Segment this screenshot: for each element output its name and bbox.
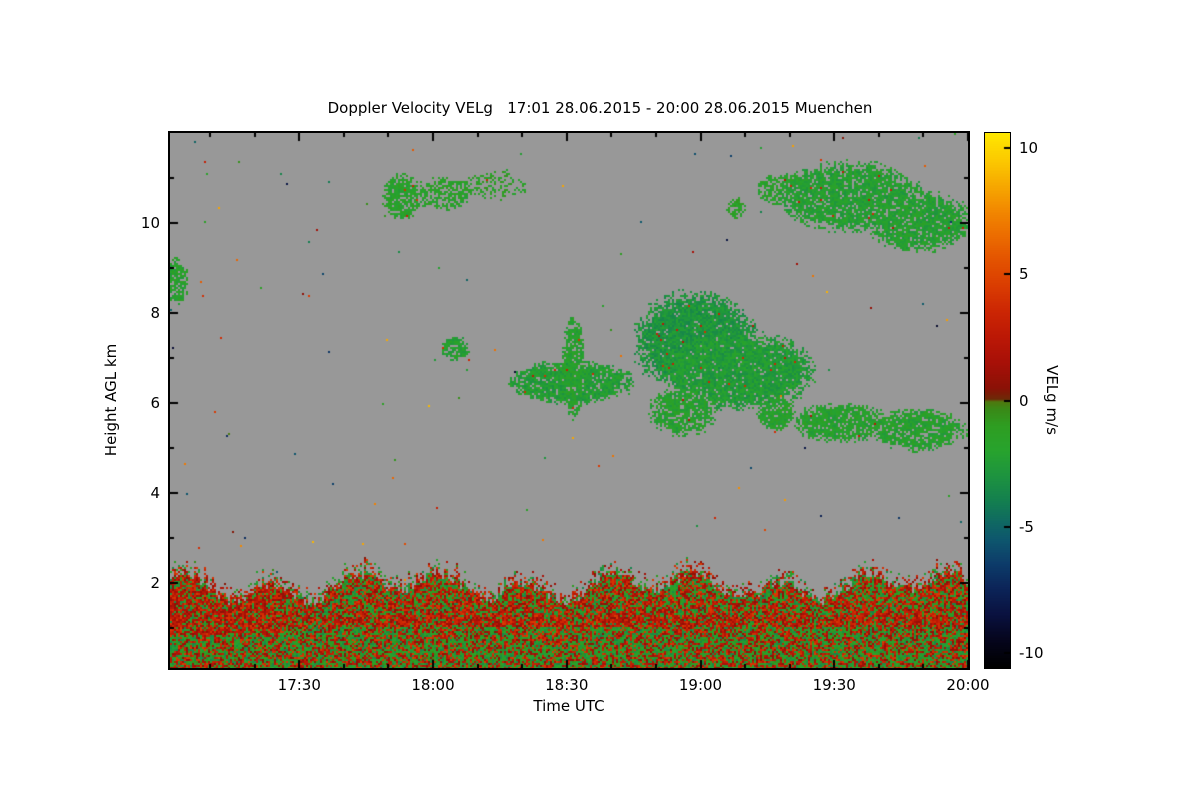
colorbar-tick-label: 0	[1019, 391, 1029, 410]
x-tick-label: 17:30	[277, 676, 321, 694]
x-axis-label: Time UTC	[533, 697, 605, 715]
y-tick-label: 6	[150, 393, 160, 412]
y-tick-label: 8	[150, 303, 160, 322]
plot-area	[168, 131, 970, 670]
x-tick-label: 19:30	[812, 676, 856, 694]
x-tick-label: 18:30	[545, 676, 589, 694]
x-tick-label: 18:00	[411, 676, 455, 694]
y-tick-label: 4	[150, 483, 160, 502]
colorbar	[984, 132, 1011, 669]
colorbar-canvas	[985, 133, 1010, 668]
chart-title: Doppler Velocity VELg 17:01 28.06.2015 -…	[327, 99, 873, 117]
y-tick-label: 10	[140, 213, 160, 232]
colorbar-tick-label: 10	[1019, 139, 1039, 158]
colorbar-tick-label: -10	[1019, 643, 1044, 662]
x-tick-label: 20:00	[946, 676, 990, 694]
heatmap-canvas	[170, 133, 968, 668]
x-tick-label: 19:00	[678, 676, 723, 694]
y-tick-label: 2	[150, 573, 160, 592]
colorbar-tick-label: -5	[1019, 517, 1034, 536]
colorbar-tick-label: 5	[1019, 265, 1029, 284]
